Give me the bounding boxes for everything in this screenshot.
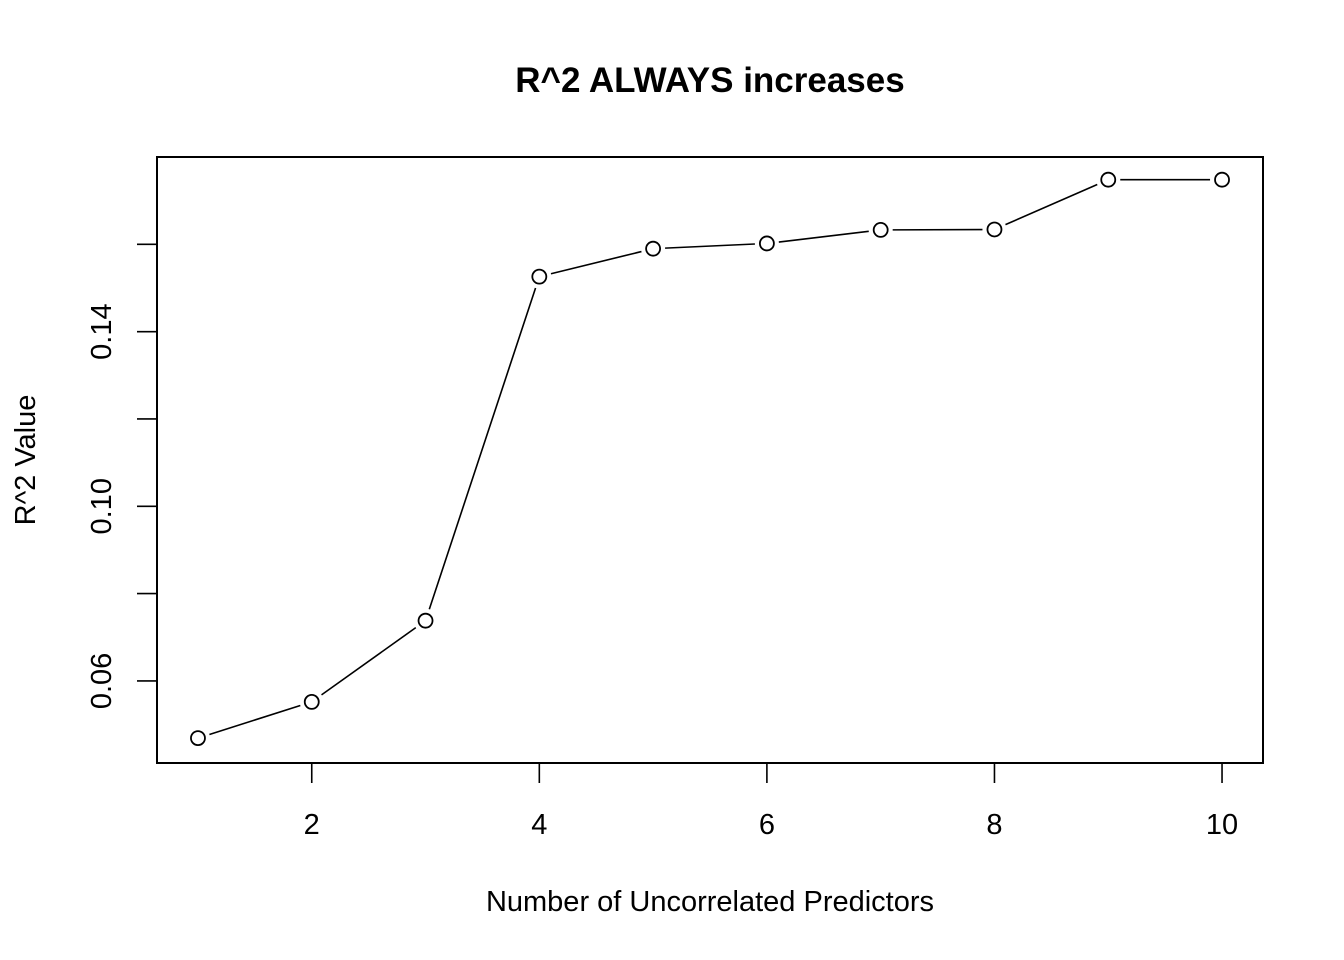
y-axis: 0.06 0.10 0.14	[86, 243, 157, 709]
x-tick-label: 4	[531, 809, 547, 841]
data-point	[417, 612, 434, 629]
data-point	[645, 240, 662, 257]
y-tick-label: 0.10	[86, 478, 118, 534]
y-axis-label: R^2 Value	[10, 395, 42, 526]
line-segment	[209, 704, 301, 736]
series-points	[190, 171, 1230, 747]
line-segment	[321, 626, 417, 696]
series-line	[209, 178, 1211, 736]
y-tick-label: 0.06	[86, 653, 118, 709]
x-axis-label: Number of Uncorrelated Predictors	[486, 886, 934, 918]
line-segment	[778, 230, 869, 243]
data-point	[190, 730, 206, 747]
line-segment	[550, 250, 642, 275]
x-tick-label: 8	[986, 809, 1002, 841]
data-point	[531, 268, 548, 285]
data-point	[1214, 171, 1230, 188]
data-point	[986, 221, 1003, 238]
plot-frame	[156, 156, 1264, 764]
data-point	[872, 222, 889, 238]
line-segment	[1005, 183, 1098, 226]
data-point	[303, 693, 320, 710]
x-axis: 2 4 6 8 10	[304, 763, 1238, 841]
y-tick-label: 0.14	[86, 303, 118, 359]
data-point	[1100, 171, 1117, 188]
x-tick-label: 2	[304, 809, 320, 841]
line-segment	[665, 243, 755, 249]
x-tick-label: 6	[759, 809, 775, 841]
data-point	[758, 235, 775, 252]
chart-title: R^2 ALWAYS increases	[515, 61, 904, 100]
line-segment	[428, 287, 537, 610]
x-tick-label: 10	[1206, 809, 1238, 841]
